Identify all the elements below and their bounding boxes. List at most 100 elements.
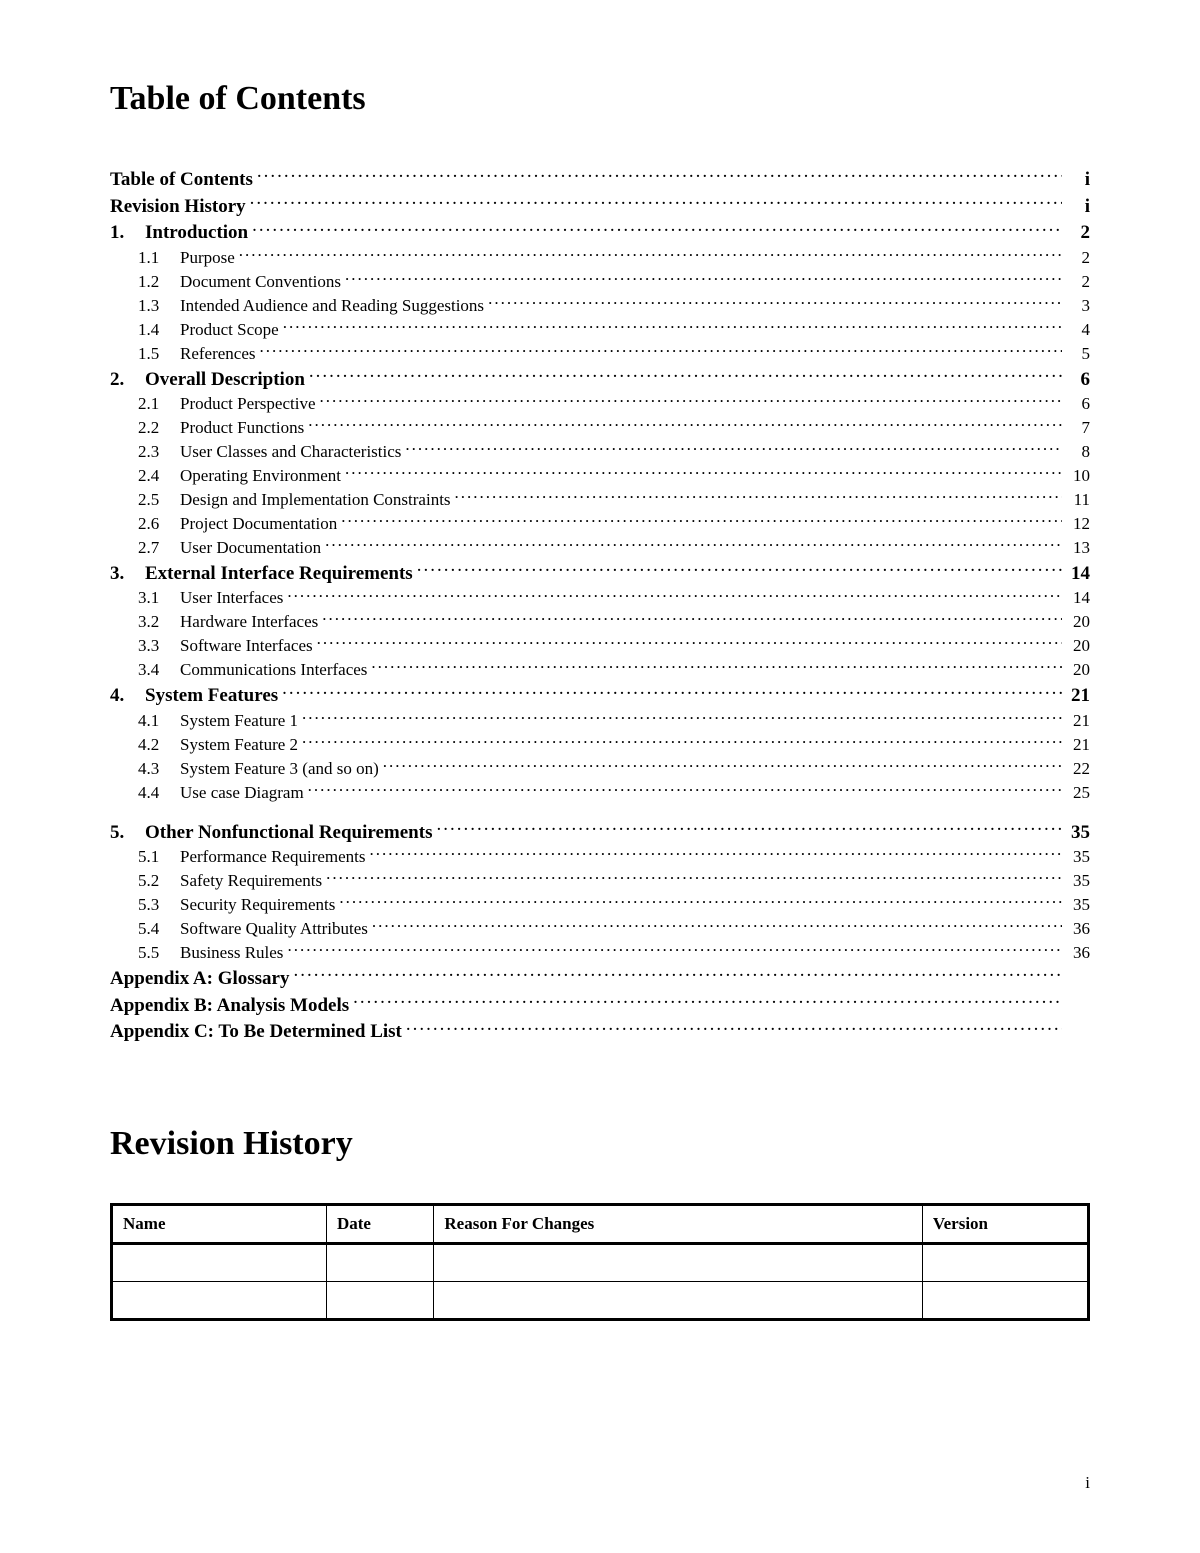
toc-entry: Appendix C: To Be Determined List [110,1018,1090,1045]
toc-leader-dots [417,560,1062,579]
toc-entry: 1.1Purpose2 [110,246,1090,270]
toc-entry: 1.3Intended Audience and Reading Suggest… [110,294,1090,318]
revision-history-table: Name Date Reason For Changes Version [110,1203,1090,1321]
toc-entry: 1.4Product Scope4 [110,318,1090,342]
page-number: i [1085,1473,1090,1493]
toc-leader-dots [370,845,1062,862]
toc-entry-number: 1.5 [110,343,180,366]
toc-entry-title: Introduction [145,220,252,246]
toc-entry-title: System Feature 1 [180,710,302,733]
toc-entry-title: Appendix C: To Be Determined List [110,1019,406,1045]
toc-entry-number: 2.1 [110,393,180,416]
toc-entry-page: 20 [1062,611,1090,634]
toc-leader-dots [371,658,1062,675]
col-header-name: Name [112,1204,327,1243]
toc-entry: 5.1Performance Requirements 35 [110,845,1090,869]
toc-entry-number: 2.7 [110,537,180,560]
toc-entry-title: External Interface Requirements [145,561,417,587]
toc-leader-dots [320,392,1063,409]
toc-entry-title: Other Nonfunctional Requirements [145,820,436,846]
toc-entry-page: 2 [1062,271,1090,294]
table-cell [326,1281,433,1319]
toc-entry-page: 2 [1062,220,1090,246]
toc-leader-dots [436,819,1062,838]
toc-leader-dots [257,166,1062,185]
toc-entry-title: Software Quality Attributes [180,918,372,941]
toc-entry-page: 6 [1062,367,1090,393]
toc-entry: 1.Introduction2 [110,219,1090,246]
toc-entry-number: 4.2 [110,734,180,757]
toc-entry-title: Performance Requirements [180,846,370,869]
table-cell [112,1243,327,1281]
toc-entry-page: 35 [1062,870,1090,893]
toc-entry-page: 5 [1062,343,1090,366]
toc-entry-number: 3.3 [110,635,180,658]
toc-leader-dots [325,536,1062,553]
toc-entry-title: Overall Description [145,367,309,393]
toc-entry-number: 5.1 [110,846,180,869]
toc-leader-dots [287,586,1062,603]
toc-entry: 1.5References5 [110,342,1090,366]
toc-entry-number: 2.4 [110,465,180,488]
table-cell [922,1243,1088,1281]
table-row [112,1281,1089,1319]
toc-entry: 3.External Interface Requirements 14 [110,560,1090,587]
toc-entry-page: 13 [1062,537,1090,560]
table-row [112,1243,1089,1281]
toc-entry-number: 2.3 [110,441,180,464]
toc-entry-title: Use case Diagram [180,782,308,805]
toc-entry-title: User Documentation [180,537,325,560]
toc-leader-dots [455,488,1062,505]
toc-leader-dots [345,270,1062,287]
toc-leader-dots [326,869,1062,886]
table-cell [922,1281,1088,1319]
revision-history-heading: Revision History [110,1125,1090,1163]
toc-entry-title: Appendix A: Glossary [110,966,293,992]
toc-entry: 2.2Product Functions7 [110,416,1090,440]
toc-entry-page: 35 [1062,846,1090,869]
toc-entry: Table of Contentsi [110,166,1090,193]
toc-entry-page: 21 [1062,734,1090,757]
toc-entry-page: 25 [1062,782,1090,805]
toc-leader-dots [260,342,1062,359]
toc-leader-dots [345,464,1062,481]
toc-entry-page: 20 [1062,659,1090,682]
toc-entry: Appendix B: Analysis Models [110,992,1090,1019]
toc-entry-page: 4 [1062,319,1090,342]
toc-entry: 2.4Operating Environment10 [110,464,1090,488]
toc-entry-page: 14 [1062,561,1090,587]
toc-leader-dots [302,709,1062,726]
toc-entry-number: 3.2 [110,611,180,634]
toc-entry-number: 2.5 [110,489,180,512]
toc-entry-title: Intended Audience and Reading Suggestion… [180,295,488,318]
toc-entry-title: Security Requirements [180,894,339,917]
toc-entry-title: Product Scope [180,319,283,342]
toc-entry-title: Product Functions [180,417,308,440]
toc-entry-title: Document Conventions [180,271,345,294]
toc-entry: 5.4Software Quality Attributes36 [110,917,1090,941]
toc-entry-title: Hardware Interfaces [180,611,322,634]
toc-entry-number: 5.3 [110,894,180,917]
toc-leader-dots [339,893,1062,910]
toc-entry: 2.6Project Documentation12 [110,512,1090,536]
toc-entry-page: 36 [1062,942,1090,965]
toc-entry-number: 3.1 [110,587,180,610]
table-cell [112,1281,327,1319]
toc-heading: Table of Contents [110,80,1090,118]
toc-leader-dots [252,219,1062,238]
toc-entry: 3.3Software Interfaces20 [110,634,1090,658]
toc-leader-dots [250,193,1062,212]
toc-entry-number: 3. [110,561,145,587]
toc-leader-dots [488,294,1062,311]
toc-entry-title: Purpose [180,247,239,270]
toc-entry: 5.Other Nonfunctional Requirements35 [110,819,1090,846]
toc-entry: Revision Historyi [110,193,1090,220]
toc-entry: 4.4Use case Diagram25 [110,781,1090,805]
toc-entry-number: 1.2 [110,271,180,294]
toc-entry: 2.3User Classes and Characteristics8 [110,440,1090,464]
toc-entry-title: System Features [145,683,282,709]
toc-entry-title: Table of Contents [110,167,257,193]
toc-leader-dots [308,416,1062,433]
toc-entry-title: Revision History [110,194,250,220]
toc-entry-page: 3 [1062,295,1090,318]
